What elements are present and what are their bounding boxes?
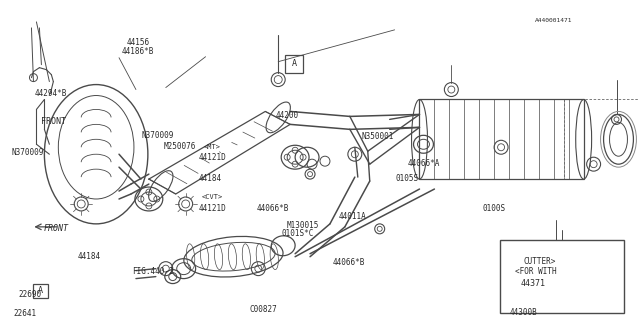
Text: 44156: 44156 bbox=[127, 37, 150, 47]
Text: 44184: 44184 bbox=[78, 252, 101, 260]
Text: 44066*A: 44066*A bbox=[408, 159, 440, 168]
Text: 44200: 44200 bbox=[275, 111, 298, 120]
Text: <CVT>: <CVT> bbox=[202, 194, 223, 200]
Text: 44294*B: 44294*B bbox=[35, 89, 67, 98]
Bar bbox=[419, 100, 584, 179]
Text: 44186*B: 44186*B bbox=[122, 47, 154, 56]
Text: CUTTER>: CUTTER> bbox=[524, 257, 556, 266]
Text: 44121D: 44121D bbox=[199, 204, 227, 213]
Text: N370009: N370009 bbox=[11, 148, 44, 157]
Text: 44066*B: 44066*B bbox=[257, 204, 289, 213]
Text: A: A bbox=[292, 59, 296, 68]
Text: N370009: N370009 bbox=[141, 131, 174, 140]
Text: 44371: 44371 bbox=[520, 279, 545, 288]
Text: C00827: C00827 bbox=[250, 305, 278, 314]
Text: 44121D: 44121D bbox=[199, 153, 227, 162]
Text: FIG.440-2: FIG.440-2 bbox=[132, 268, 174, 276]
Text: <FOR WITH: <FOR WITH bbox=[515, 268, 557, 276]
Bar bbox=[33, 284, 49, 299]
Text: M250076: M250076 bbox=[164, 142, 196, 151]
Text: FRONT: FRONT bbox=[44, 224, 68, 233]
Text: 44066*B: 44066*B bbox=[333, 258, 365, 267]
Text: M130015: M130015 bbox=[287, 221, 319, 230]
Text: 22690: 22690 bbox=[18, 290, 42, 299]
Text: 44300B: 44300B bbox=[510, 308, 538, 316]
Text: 44011A: 44011A bbox=[339, 212, 367, 221]
Text: FRONT: FRONT bbox=[41, 117, 66, 126]
Text: 44184: 44184 bbox=[199, 173, 222, 182]
Text: 22641: 22641 bbox=[13, 309, 36, 318]
Text: A440001471: A440001471 bbox=[535, 18, 573, 22]
Text: 0105S: 0105S bbox=[395, 174, 419, 183]
Text: N350001: N350001 bbox=[362, 132, 394, 141]
Text: A: A bbox=[38, 286, 43, 295]
Text: 0100S: 0100S bbox=[483, 204, 506, 213]
Bar bbox=[285, 55, 303, 73]
Text: 0101S*C: 0101S*C bbox=[282, 229, 314, 238]
Text: <MT>: <MT> bbox=[204, 144, 221, 150]
Bar bbox=[500, 240, 625, 313]
